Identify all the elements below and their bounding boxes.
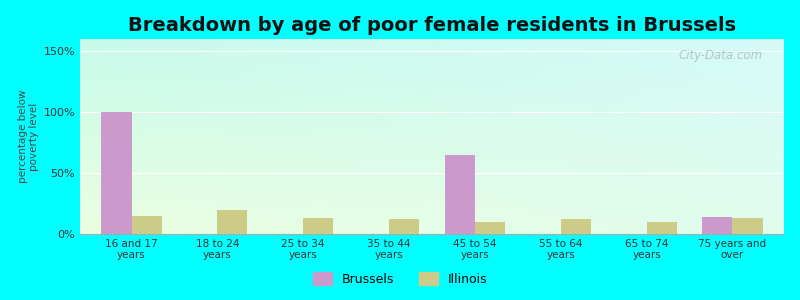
Bar: [733, 218, 762, 234]
Title: Breakdown by age of poor female residents in Brussels: Breakdown by age of poor female resident…: [128, 16, 736, 35]
Bar: [646, 222, 677, 234]
Bar: [389, 219, 419, 234]
Bar: [303, 218, 334, 234]
Bar: [475, 222, 505, 234]
Bar: [218, 210, 247, 234]
Y-axis label: percentage below
poverty level: percentage below poverty level: [18, 90, 39, 183]
Bar: [561, 219, 591, 234]
Bar: [102, 112, 131, 234]
Text: City-Data.com: City-Data.com: [678, 49, 763, 62]
Bar: [445, 155, 475, 234]
Legend: Brussels, Illinois: Brussels, Illinois: [308, 267, 492, 291]
Bar: [702, 217, 733, 234]
Bar: [131, 216, 162, 234]
